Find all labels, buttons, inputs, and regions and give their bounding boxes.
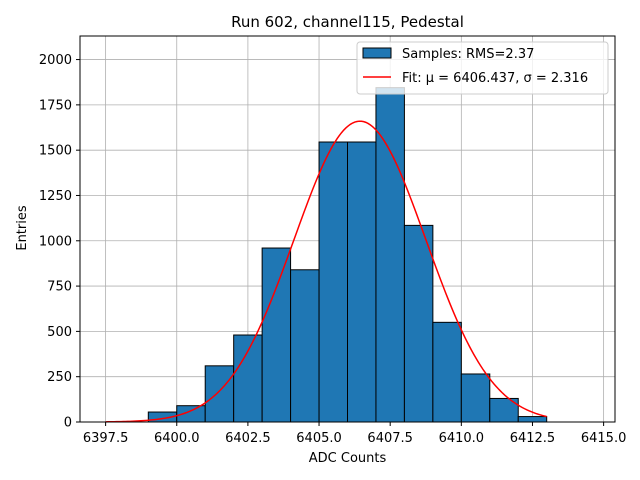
histogram-bar	[318, 141, 348, 423]
fit-curve-line	[105, 120, 547, 423]
x-tick-label: 6400.0	[154, 431, 200, 446]
histogram-bar	[290, 269, 320, 423]
histogram-bar	[233, 334, 263, 423]
y-tick-label: 500	[47, 325, 72, 340]
histogram-bar	[261, 247, 292, 423]
y-tick-label: 2000	[39, 53, 72, 68]
histogram-bar	[517, 416, 548, 423]
histogram-bar	[432, 321, 462, 423]
legend-label-fit: Fit: μ = 6406.437, σ = 2.316	[402, 71, 588, 86]
y-tick-label: 250	[47, 370, 72, 385]
x-tick-label: 6412.5	[510, 431, 556, 446]
y-tick-label: 0	[64, 416, 72, 431]
x-axis-ticks: 6397.5 6400.0 6402.5 6405.0 6407.5 6410.0 6412…	[83, 422, 627, 446]
histogram-bar	[375, 87, 405, 423]
y-axis-label: Entries	[15, 205, 30, 251]
y-axis-ticks: 0 250 500 750 1000 1250 1500 1750 2000	[39, 53, 80, 431]
y-tick-label: 1750	[39, 98, 72, 113]
y-tick-label: 1500	[39, 144, 72, 159]
histogram-bar	[460, 373, 491, 423]
histogram-bar	[347, 141, 377, 423]
histogram-bars	[147, 87, 548, 423]
x-axis-label: ADC Counts	[309, 451, 387, 466]
legend-box	[356, 41, 609, 95]
y-tick-label: 1250	[39, 189, 72, 204]
x-tick-label: 6402.5	[225, 431, 271, 446]
histogram-bar	[204, 365, 235, 423]
legend-label-samples: Samples: RMS=2.37	[402, 47, 534, 62]
plot-frame	[79, 35, 616, 423]
histogram-bar	[403, 224, 434, 423]
legend: Samples: RMS=2.37 Fit: μ = 6406.437, σ =…	[356, 41, 609, 95]
x-tick-label: 6407.5	[367, 431, 413, 446]
x-tick-label: 6410.0	[439, 431, 485, 446]
x-tick-label: 6405.0	[296, 431, 342, 446]
y-tick-label: 1000	[39, 234, 72, 249]
legend-histogram-swatch	[362, 47, 392, 59]
y-tick-label: 750	[47, 280, 72, 295]
x-tick-label: 6415.0	[581, 431, 627, 446]
x-tick-label: 6397.5	[83, 431, 129, 446]
chart-title: Run 602, channel115, Pedestal	[231, 13, 464, 31]
